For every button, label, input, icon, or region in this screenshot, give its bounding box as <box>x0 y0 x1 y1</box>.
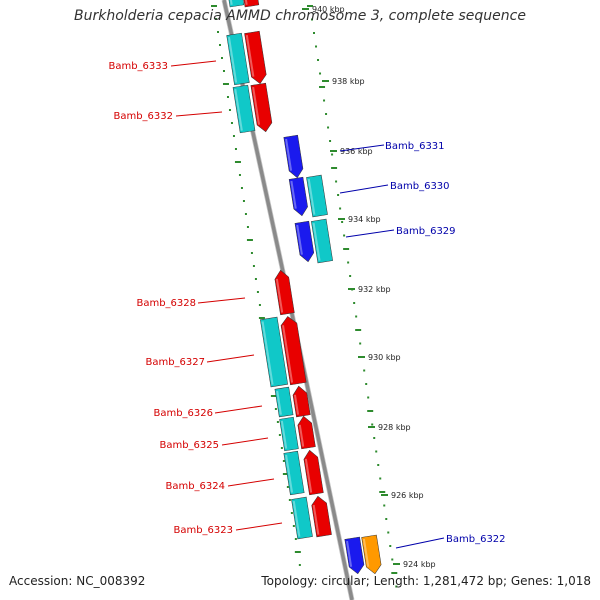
gene-feature <box>279 416 299 452</box>
gene-leader-line <box>339 144 385 152</box>
gene-highlight <box>362 538 370 567</box>
gene-label: Bamb_6324 <box>165 481 225 492</box>
gene-label: Bamb_6329 <box>396 226 456 237</box>
gene-label: Bamb_6332 <box>113 111 173 122</box>
gene-feature <box>344 536 365 575</box>
gene-highlight <box>292 500 301 537</box>
gene-leader-line <box>395 537 445 549</box>
gene-highlight <box>276 390 282 415</box>
gene-leader-line <box>339 184 389 194</box>
gene-feature <box>294 220 315 263</box>
gene-feature <box>232 84 256 134</box>
gene-feature <box>274 269 295 316</box>
gene-leader-line <box>221 437 269 446</box>
gene-leader-line <box>345 229 395 238</box>
gene-highlight <box>312 504 320 535</box>
gene-highlight <box>307 178 316 215</box>
gene-feature <box>259 316 289 388</box>
scale-label: 930 kbp <box>368 353 401 362</box>
scale-label: 934 kbp <box>348 215 381 224</box>
scale-label: 924 kbp <box>403 560 436 569</box>
gene-feature <box>291 496 313 540</box>
gene-feature <box>297 415 316 450</box>
gene-feature <box>292 385 311 418</box>
gene-feature <box>311 495 332 538</box>
gene-highlight <box>298 424 305 447</box>
scale-label: 932 kbp <box>358 285 391 294</box>
gene-feature <box>288 176 308 217</box>
gene-highlight <box>229 0 233 5</box>
gene-leader-line <box>197 297 246 304</box>
gene-feature <box>242 0 260 8</box>
gene-label: Bamb_6326 <box>153 408 213 419</box>
gene-label: Bamb_6328 <box>136 298 196 309</box>
gene-feature <box>244 30 267 85</box>
gene-feature <box>361 534 382 575</box>
gene-highlight <box>252 86 261 125</box>
gene-feature <box>226 32 250 86</box>
scale-label: 940 kbp <box>312 5 345 14</box>
gene-highlight <box>261 321 274 385</box>
gene-leader-line <box>170 60 217 67</box>
gene-label: Bamb_6323 <box>173 525 233 536</box>
scale-label: 936 kbp <box>340 147 373 156</box>
gene-leader-line <box>206 354 255 363</box>
scale-label: 938 kbp <box>332 77 365 86</box>
scale-label: 926 kbp <box>391 491 424 500</box>
gene-feature <box>303 449 324 496</box>
gene-label: Bamb_6330 <box>390 181 450 192</box>
gene-leader-line <box>227 478 275 487</box>
gene-label: Bamb_6325 <box>159 440 219 451</box>
gene-feature <box>250 82 273 133</box>
gene-highlight <box>227 36 238 83</box>
gene-feature <box>283 450 305 496</box>
gene-highlight <box>293 394 300 415</box>
scale-label: 928 kbp <box>378 423 411 432</box>
gene-leader-line <box>175 111 223 117</box>
gene-feature <box>283 134 304 179</box>
gene-highlight <box>312 222 321 261</box>
gene-highlight <box>234 88 243 131</box>
gene-highlight <box>282 325 294 383</box>
accession-text: Accession: NC_008392 <box>9 574 146 588</box>
gene-feature <box>274 386 294 418</box>
gene-label: Bamb_6333 <box>108 61 168 72</box>
gene-feature <box>227 0 245 8</box>
gene-highlight <box>275 278 284 313</box>
gene-label: Bamb_6327 <box>145 357 205 368</box>
gene-feature <box>311 218 333 264</box>
map-title: Burkholderia cepacia AMMD chromosome 3, … <box>74 8 526 24</box>
gene-highlight <box>285 138 293 171</box>
gene-feature <box>306 174 328 218</box>
gene-highlight <box>304 458 313 493</box>
gene-label: Bamb_6322 <box>446 534 506 545</box>
gene-leader-line <box>235 522 283 531</box>
gene-highlight <box>280 420 288 449</box>
gene-highlight <box>296 224 303 255</box>
gene-highlight <box>244 0 248 5</box>
topology-text: Topology: circular; Length: 1,281,472 bp… <box>261 574 591 588</box>
gene-feature <box>280 316 307 386</box>
gene-highlight <box>290 180 297 209</box>
gene-highlight <box>346 540 353 567</box>
gene-label: Bamb_6331 <box>385 141 445 152</box>
gene-highlight <box>245 34 255 77</box>
gene-highlight <box>285 454 294 493</box>
gene-leader-line <box>214 405 263 414</box>
